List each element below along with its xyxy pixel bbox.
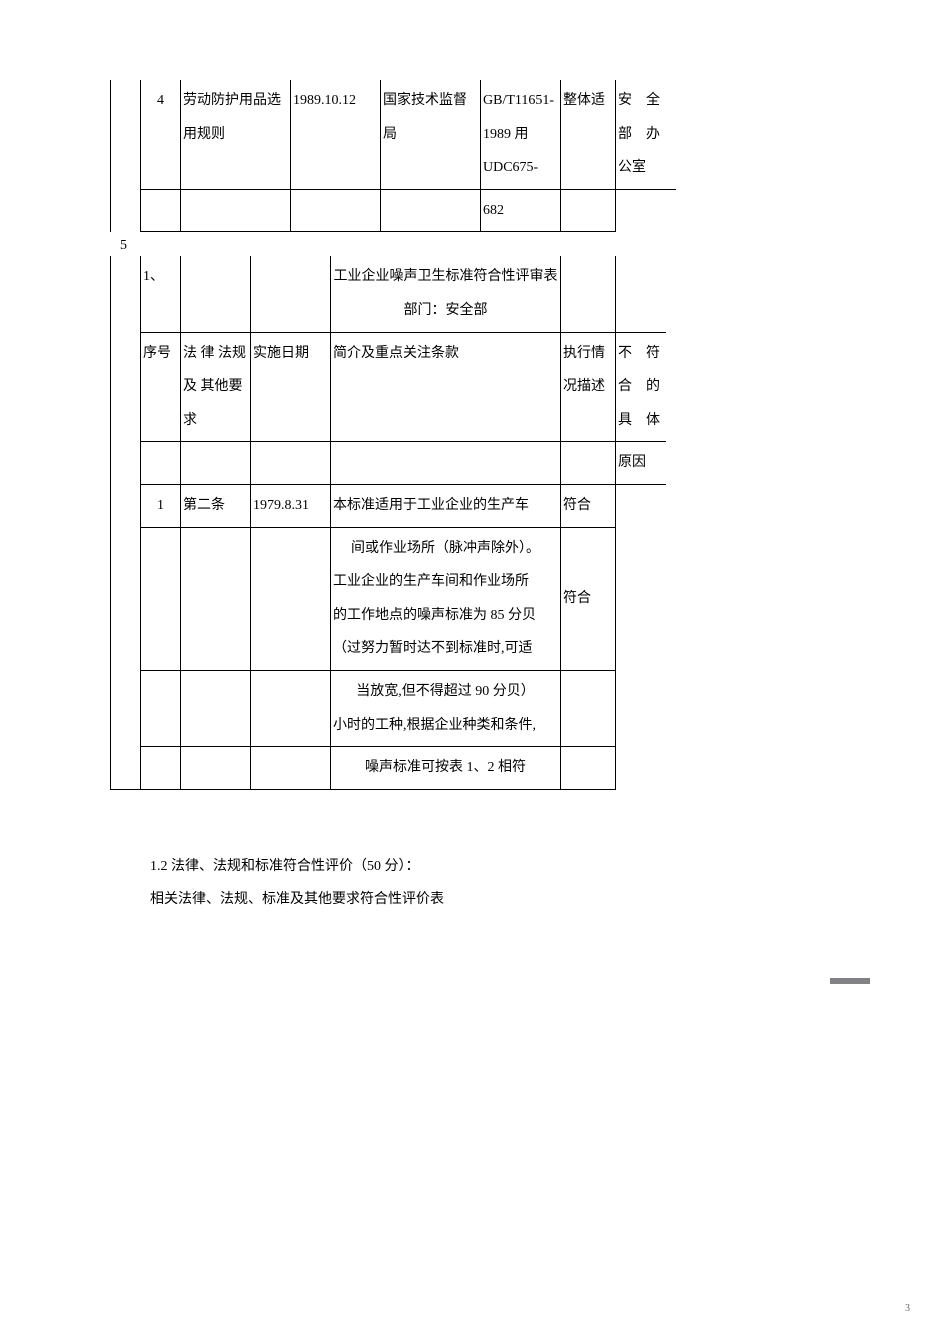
cell-line: 当放宽,但不得超过 90 分贝） (333, 675, 558, 709)
cell (111, 256, 141, 332)
section-text: 1.2 法律、法规和标准符合性评价（50 分）： 相关法律、法规、标准及其他要求… (150, 850, 890, 917)
cell (561, 670, 616, 746)
cell (251, 256, 331, 332)
cell (111, 747, 141, 790)
table-row: 4 劳动防护用品选用规则 1989.10.12 国家技术监督局 GB/T1165… (111, 80, 676, 189)
cell (141, 189, 181, 232)
cell (616, 747, 666, 790)
cell-line: （过努力暂时达不到标准时,可适 (333, 632, 558, 666)
cell (616, 484, 666, 527)
cell: 1989.10.12 (291, 80, 381, 189)
cell: 第二条 (181, 484, 251, 527)
table-row: 当放宽,但不得超过 90 分贝） 小时的工种,根据企业种类和条件, (111, 670, 666, 746)
cell (111, 442, 141, 485)
corner-mark-icon (830, 978, 870, 984)
cell: 不 符合 的具 体 (616, 332, 666, 442)
cell (251, 442, 331, 485)
cell: 法 律 法规 及 其他要求 (181, 332, 251, 442)
table-row: 1 第二条 1979.8.31 本标准适用于工业企业的生产车 符合 (111, 484, 666, 527)
cell: 682 (481, 189, 561, 232)
cell (141, 747, 181, 790)
cell: 噪声标准可按表 1、2 相符 (331, 747, 561, 790)
cell: 简介及重点关注条款 (331, 332, 561, 442)
cell (616, 670, 666, 746)
table-row: 原因 (111, 442, 666, 485)
cell: 国家技术监督局 (381, 80, 481, 189)
cell: 劳动防护用品选用规则 (181, 80, 291, 189)
cell: 1、 (141, 256, 181, 332)
cell (181, 527, 251, 670)
cell (331, 442, 561, 485)
cell (616, 527, 666, 670)
cell-line: 间或作业场所（脉冲声除外）。 (333, 532, 558, 566)
cell (616, 256, 666, 332)
table-row: 1、 工业企业噪声卫生标准符合性评审表部门：安全部 (111, 256, 666, 332)
cell: 4 (141, 80, 181, 189)
table-row: 噪声标准可按表 1、2 相符 (111, 747, 666, 790)
cell: 1979.8.31 (251, 484, 331, 527)
cell: 整体适 (561, 80, 616, 189)
section-line-1: 1.2 法律、法规和标准符合性评价（50 分）： (150, 850, 890, 884)
cell: 执行情况描述 (561, 332, 616, 442)
cell (251, 670, 331, 746)
cell: GB/T11651-1989 用UDC675- (481, 80, 561, 189)
cell-line: 工业企业的生产车间和作业场所 (333, 565, 558, 599)
cell (181, 442, 251, 485)
cell: 当放宽,但不得超过 90 分贝） 小时的工种,根据企业种类和条件, (331, 670, 561, 746)
table-2: 1、 工业企业噪声卫生标准符合性评审表部门：安全部 序号 法 律 法规 及 其他… (110, 256, 666, 789)
cell (111, 189, 141, 232)
cell (141, 442, 181, 485)
page-number: 3 (905, 1303, 910, 1314)
cell (141, 527, 181, 670)
cell (181, 189, 291, 232)
cell: 间或作业场所（脉冲声除外）。 工业企业的生产车间和作业场所 的工作地点的噪声标准… (331, 527, 561, 670)
cell: 序号 (141, 332, 181, 442)
cell: 工业企业噪声卫生标准符合性评审表部门：安全部 (331, 256, 561, 332)
cell (111, 670, 141, 746)
cell (616, 189, 676, 232)
cell (561, 442, 616, 485)
page-content: 4 劳动防护用品选用规则 1989.10.12 国家技术监督局 GB/T1165… (0, 0, 950, 957)
cell-line: 小时的工种,根据企业种类和条件, (333, 709, 558, 743)
cell: 实施日期 (251, 332, 331, 442)
cell: 符合 (561, 484, 616, 527)
cell (251, 527, 331, 670)
table-row: 间或作业场所（脉冲声除外）。 工业企业的生产车间和作业场所 的工作地点的噪声标准… (111, 527, 666, 670)
cell (111, 527, 141, 670)
cell (111, 332, 141, 442)
cell (561, 747, 616, 790)
table-header-row: 序号 法 律 法规 及 其他要求 实施日期 简介及重点关注条款 执行情况描述 不… (111, 332, 666, 442)
cell: 本标准适用于工业企业的生产车 (331, 484, 561, 527)
cell (291, 189, 381, 232)
gap-label: 5 (120, 238, 890, 254)
cell (181, 670, 251, 746)
cell (111, 80, 141, 189)
cell (561, 256, 616, 332)
cell (251, 747, 331, 790)
cell: 符合 (561, 527, 616, 670)
cell (381, 189, 481, 232)
cell (141, 670, 181, 746)
cell (111, 484, 141, 527)
section-line-2: 相关法律、法规、标准及其他要求符合性评价表 (150, 883, 890, 917)
cell: 1 (141, 484, 181, 527)
cell (561, 189, 616, 232)
cell: 安 全部 办公室 (616, 80, 676, 189)
table-row: 682 (111, 189, 676, 232)
cell (181, 747, 251, 790)
cell (181, 256, 251, 332)
table-1: 4 劳动防护用品选用规则 1989.10.12 国家技术监督局 GB/T1165… (110, 80, 676, 232)
cell-line: 的工作地点的噪声标准为 85 分贝 (333, 599, 558, 633)
cell: 原因 (616, 442, 666, 485)
